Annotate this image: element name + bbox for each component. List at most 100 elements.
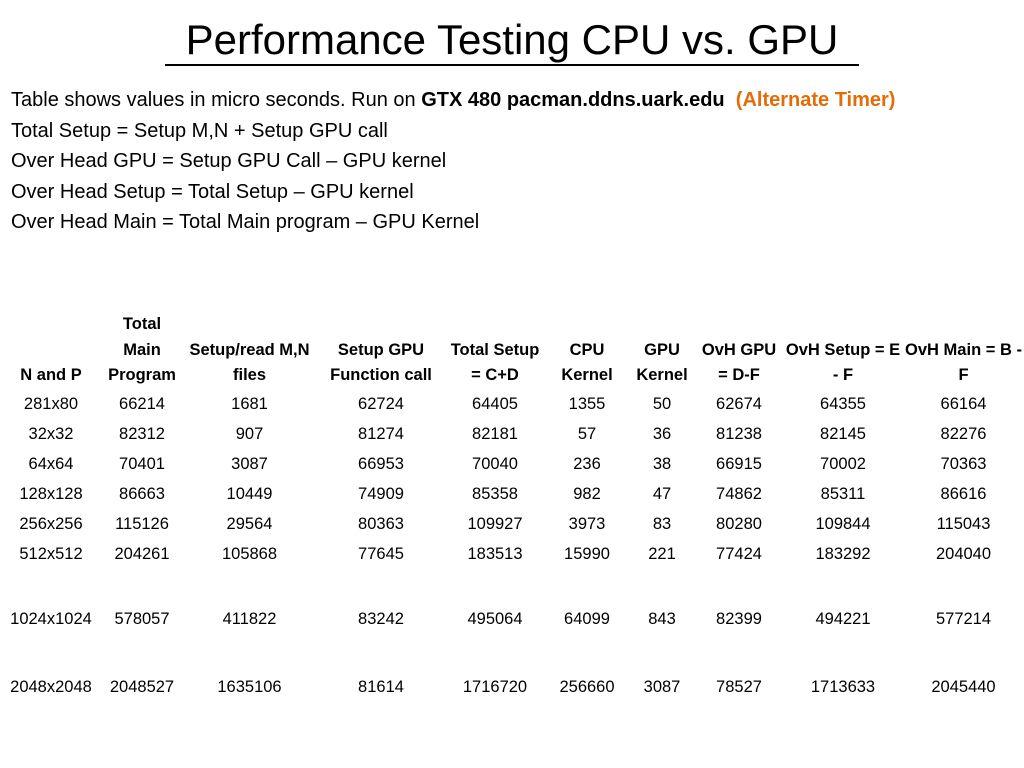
table-cell: 74862 xyxy=(716,485,762,503)
table-cell: 81238 xyxy=(716,425,762,443)
column-header: CPU Kernel xyxy=(561,340,613,385)
table-cell: 77645 xyxy=(358,545,404,563)
intro-line-3: Over Head GPU = Setup GPU Call – GPU ker… xyxy=(11,150,447,172)
table-cell: 495064 xyxy=(467,609,523,628)
table-cell: 2045440 xyxy=(931,677,996,696)
table-cell: 82145 xyxy=(820,425,866,443)
table-cell: 221 xyxy=(648,545,676,563)
table-cell: 32x32 xyxy=(28,425,74,443)
table-cell: 82276 xyxy=(940,425,987,443)
table-cell: 578057 xyxy=(114,609,170,628)
table-cell: 66953 xyxy=(358,455,404,473)
table-cell: 577214 xyxy=(935,609,992,628)
slide-title: Performance Testing CPU vs. GPU xyxy=(185,16,839,63)
table-cell: 82399 xyxy=(716,609,762,628)
table-cell: 70363 xyxy=(940,455,987,473)
table-row: 512x512 204261 105868 77645 183513 15990 221 77… xyxy=(0,540,1024,570)
table-cell: 64099 xyxy=(564,609,610,628)
title-underline xyxy=(165,64,859,66)
intro-text: Table shows values in micro seconds. Run… xyxy=(11,85,1011,238)
intro-line-2: Total Setup = Setup M,N + Setup GPU call xyxy=(11,119,388,142)
table-cell: 256x256 xyxy=(19,515,83,533)
table-cell: 38 xyxy=(652,455,672,473)
table-cell: 66214 xyxy=(119,395,165,413)
performance-table: N and P Total Main Program Setup/read M,… xyxy=(0,312,1024,706)
table-cell: 204040 xyxy=(935,545,992,563)
table-cell: 982 xyxy=(573,485,601,503)
table-row: 64x64 70401 3087 66953 70040 236 38 66915 70002 7… xyxy=(0,450,1024,480)
table-cell: 1635106 xyxy=(217,677,282,696)
table-cell: 3973 xyxy=(568,515,606,533)
intro-line-1-prefix: Table shows values in micro seconds. Run… xyxy=(11,89,422,111)
column-header: Setup GPU Function call xyxy=(330,340,432,385)
table-cell: 80280 xyxy=(716,515,762,533)
table-cell: 70040 xyxy=(472,455,518,473)
table-cell: 15990 xyxy=(564,545,610,563)
table-cell: 66915 xyxy=(716,455,762,473)
table-cell: 62674 xyxy=(716,395,762,413)
table-cell: 105868 xyxy=(221,545,278,563)
table-row: 1024x1024 578057 411822 83242 495064 64099 843… xyxy=(0,570,1024,638)
table-cell: 204261 xyxy=(114,545,170,563)
column-header: Total Main Program xyxy=(108,315,176,384)
column-header: N and P xyxy=(20,366,82,384)
table-row: 32x32 82312 907 81274 82181 57 36 81238 82145 822… xyxy=(0,420,1024,450)
table-cell: 411822 xyxy=(222,609,277,628)
alternate-timer-label: (Alternate Timer) xyxy=(735,89,896,111)
table-cell: 64405 xyxy=(472,395,518,413)
table-cell: 50 xyxy=(652,395,672,413)
table-body: 281x80 66214 1681 62724 64405 1355 50 62674 6435… xyxy=(0,390,1024,706)
intro-line-4: Over Head Setup = Total Setup – GPU kern… xyxy=(11,180,414,203)
table-cell: 86616 xyxy=(940,485,987,503)
table-cell: 86663 xyxy=(119,485,165,503)
column-header: Total Setup = C+D xyxy=(450,340,540,385)
table-row: 281x80 66214 1681 62724 64405 1355 50 62674 6435… xyxy=(0,390,1024,420)
table-cell: 236 xyxy=(573,455,601,473)
table-cell: 281x80 xyxy=(23,395,79,413)
table-cell: 2048x2048 xyxy=(10,677,92,696)
table-cell: 83242 xyxy=(358,609,404,628)
table-cell: 10449 xyxy=(226,485,273,503)
table-cell: 115126 xyxy=(115,515,169,533)
table-row: 128x128 86663 10449 74909 85358 982 47 74862 853… xyxy=(0,480,1024,510)
table-cell: 36 xyxy=(652,425,672,443)
table-cell: 3087 xyxy=(643,677,681,696)
table-cell: 81614 xyxy=(358,677,404,696)
table-cell: 3087 xyxy=(231,455,268,473)
column-header: OvH Main = B - F xyxy=(905,340,1022,385)
table-cell: 1024x1024 xyxy=(10,609,92,628)
column-header: Setup/read M,N files xyxy=(189,340,310,385)
table-cell: 512x512 xyxy=(19,545,83,563)
gpu-host-label: GTX 480 pacman.ddns.uark.edu xyxy=(421,89,725,111)
table-cell: 82312 xyxy=(119,425,165,443)
intro-line-1: Table shows values in micro seconds. Run… xyxy=(11,85,1011,116)
table-cell: 109844 xyxy=(815,515,871,533)
table-cell: 78527 xyxy=(716,677,762,696)
table-cell: 85311 xyxy=(820,485,866,503)
table-cell: 1713633 xyxy=(810,677,876,696)
table-cell: 256660 xyxy=(559,677,615,696)
table-cell: 62724 xyxy=(358,395,404,413)
table-cell: 1681 xyxy=(231,395,268,413)
table-cell: 29564 xyxy=(226,515,273,533)
table-cell: 183513 xyxy=(467,545,523,563)
intro-line-5: Over Head Main = Total Main program – GP… xyxy=(11,211,480,233)
table-cell: 57 xyxy=(577,425,597,443)
table-cell: 109927 xyxy=(467,515,523,533)
table-cell: 47 xyxy=(652,485,672,503)
table-cell: 85358 xyxy=(472,485,518,503)
column-header: GPU Kernel xyxy=(636,340,688,385)
table-cell: 77424 xyxy=(716,545,762,563)
table-cell: 183292 xyxy=(815,545,871,563)
table-cell: 128x128 xyxy=(19,485,83,503)
table-cell: 70002 xyxy=(820,455,866,473)
table-header-row: N and P Total Main Program Setup/read M,… xyxy=(0,312,1024,390)
table-cell: 1716720 xyxy=(462,677,528,696)
table-cell: 1355 xyxy=(568,395,606,413)
table-cell: 843 xyxy=(648,609,676,628)
table-cell: 2048527 xyxy=(109,677,175,696)
table-cell: 74909 xyxy=(358,485,404,503)
table-row: 2048x2048 2048527 1635106 81614 1716720 25666… xyxy=(0,638,1024,706)
table-cell: 82181 xyxy=(472,425,518,443)
table-cell: 70401 xyxy=(119,455,165,473)
